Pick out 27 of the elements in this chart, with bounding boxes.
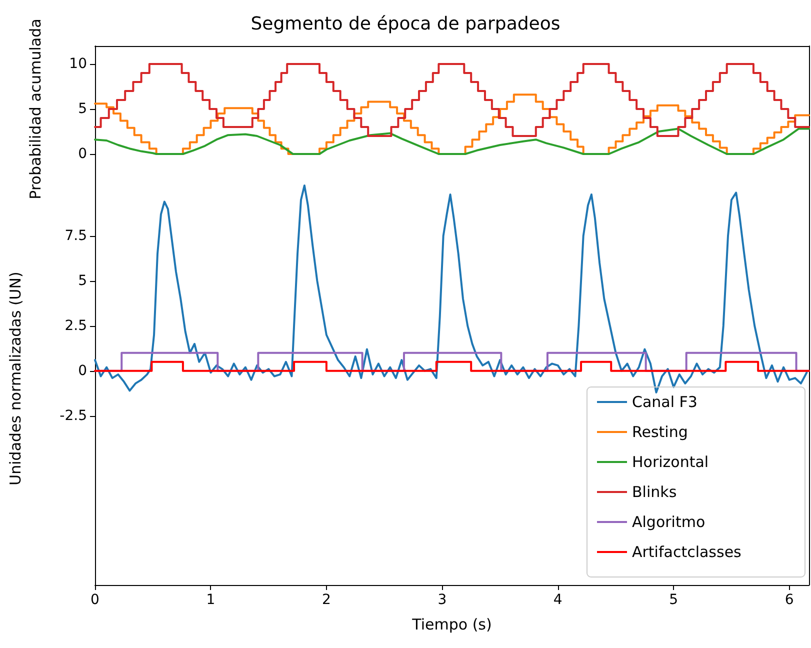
y-tick-label: 10 (69, 56, 87, 72)
y-tick-label: 7.5 (64, 228, 87, 244)
y-tick-label: 0 (78, 362, 87, 379)
line-series (94, 184, 808, 394)
y-tick-label: 5 (78, 101, 87, 117)
x-tick-label: 2 (322, 592, 331, 608)
x-tick-label: 6 (784, 592, 794, 608)
legend-label: Artifactclasses (632, 543, 742, 561)
y-tick-label: 2.5 (64, 318, 87, 334)
legend-label: Canal F3 (632, 393, 698, 411)
legend-label: Blinks (632, 483, 677, 501)
x-tick-label: 5 (669, 592, 678, 608)
legend-label: Algoritmo (632, 513, 706, 531)
chart-title: Segmento de época de parpadeos (250, 14, 560, 34)
legend-label: Resting (632, 423, 688, 441)
x-tick-label: 4 (553, 592, 562, 608)
x-axis-title: Tiempo (s) (411, 616, 492, 634)
x-tick-label: 0 (90, 592, 100, 608)
line-series (94, 128, 810, 155)
x-tick-label: 3 (438, 592, 447, 608)
y-axis-title: Unidades normalizadas (UN) (6, 272, 24, 486)
y-axis-title: Probabilidad acumulada (26, 18, 44, 200)
y-tick-label: -2.5 (60, 408, 87, 424)
x-tick-label: 1 (206, 592, 216, 608)
y-tick-label: 0 (78, 146, 87, 162)
legend-label: Horizontal (632, 453, 709, 471)
y-tick-label: 5 (78, 272, 87, 289)
